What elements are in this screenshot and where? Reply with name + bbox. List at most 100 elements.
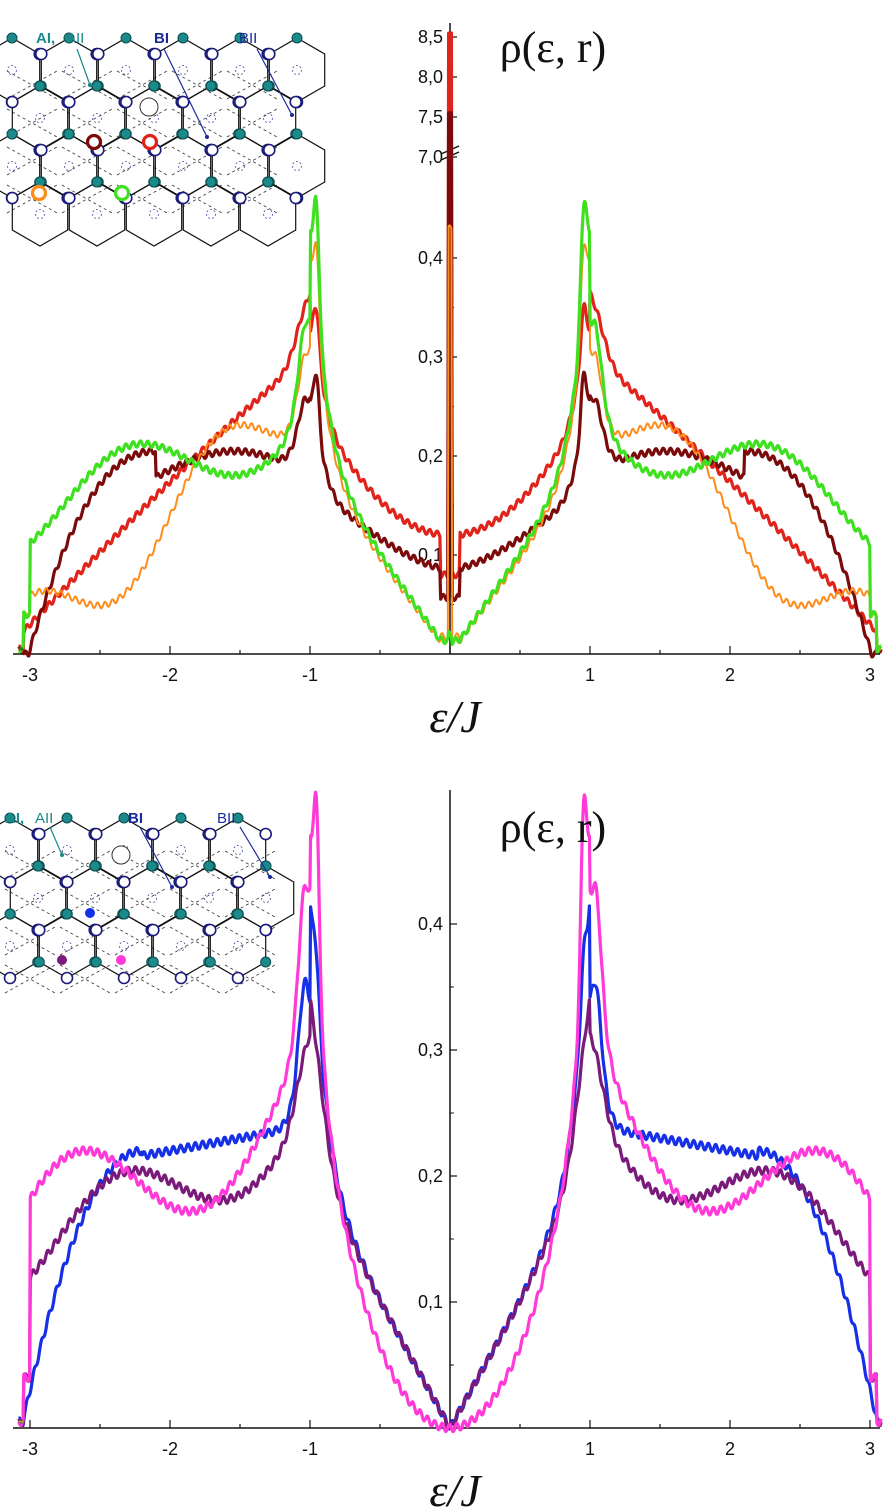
- lattice-hexagon: [182, 85, 240, 151]
- lattice-atom-a: [61, 812, 73, 824]
- lattice-atom-b: [203, 923, 217, 937]
- lattice-atom-dashed: [64, 161, 74, 171]
- lattice-atom-b: [205, 47, 219, 61]
- lattice-atom-dashed: [204, 893, 214, 903]
- lattice-hexagon: [180, 865, 238, 931]
- lattice-atom-a: [147, 956, 159, 968]
- vacancy-site: [139, 97, 159, 117]
- inset-label-aii: AII: [35, 810, 53, 827]
- lattice-atom-b: [205, 143, 219, 157]
- lattice-atom-dashed: [292, 161, 302, 171]
- x-tick-label: 3: [865, 1439, 875, 1459]
- lattice-hexagon: [237, 865, 295, 931]
- lattice-atom-dashed: [147, 893, 157, 903]
- lattice-atom-dashed: [62, 941, 72, 951]
- lattice-hexagon: [38, 913, 96, 979]
- lattice-atom-a: [146, 860, 158, 872]
- lattice-atom-a: [4, 812, 16, 824]
- x-tick-label: 1: [585, 1439, 595, 1459]
- lattice-inset: AI, AII BI BII: [0, 30, 326, 247]
- lattice-atom-dashed: [261, 893, 271, 903]
- x-tick-label: 1: [585, 665, 595, 685]
- y-tick-label: 0,3: [418, 1040, 443, 1060]
- lattice-hexagon: [268, 133, 326, 199]
- lattice-atom-a: [177, 128, 189, 140]
- lattice-atom-b: [203, 827, 217, 841]
- x-tick-label: -3: [22, 1439, 38, 1459]
- lattice-atom-b: [117, 875, 131, 889]
- lattice-atom-b: [146, 827, 160, 841]
- x-axis-label: ε/J: [429, 1465, 483, 1507]
- lattice-atom-b: [146, 923, 160, 937]
- lattice-atom-dashed: [119, 941, 129, 951]
- inset-arrow-head: [290, 113, 294, 117]
- inset-label-bi: BI: [128, 810, 143, 827]
- lattice-hexagon: [209, 817, 267, 883]
- lattice-atom-dashed: [7, 65, 17, 75]
- lattice-atom-dashed: [235, 161, 245, 171]
- y-axis-label: ρ(ε, r): [500, 23, 606, 72]
- lattice-atom-dashed: [263, 113, 273, 123]
- lattice-atom-a: [120, 128, 132, 140]
- y-tick-label-upper: 7,5: [418, 107, 443, 127]
- inset-arrow-head: [60, 853, 64, 857]
- lattice-atom-dashed: [90, 893, 100, 903]
- lattice-atom-a: [291, 32, 303, 44]
- lattice-hexagon: [38, 817, 96, 883]
- lattice-atom-dashed: [35, 113, 45, 123]
- x-tick-label: 3: [865, 665, 875, 685]
- lattice-atom-a: [232, 812, 244, 824]
- lattice-atom-a: [175, 908, 187, 920]
- x-tick-label: 2: [725, 1439, 735, 1459]
- lattice-atom-b: [5, 191, 19, 205]
- series-line: [17, 111, 883, 659]
- lattice-hexagon: [211, 37, 269, 103]
- lattice-atom-b: [259, 827, 273, 841]
- lattice-atom-b: [231, 875, 245, 889]
- lattice-atom-dashed: [33, 893, 43, 903]
- x-tick-label: -2: [162, 1439, 178, 1459]
- lattice-atom-a: [291, 128, 303, 140]
- lattice-hexagon: [239, 85, 297, 151]
- lattice-atom-dashed: [62, 845, 72, 855]
- lattice-atom-b: [89, 827, 103, 841]
- lattice-atom-b: [117, 971, 131, 985]
- y-tick-label: 0,2: [418, 1166, 443, 1186]
- lattice-atom-a: [175, 812, 187, 824]
- y-tick-label: 0,3: [418, 347, 443, 367]
- lattice-atom-dashed: [176, 845, 186, 855]
- series-line: [17, 224, 883, 653]
- lattice-atom-dashed: [178, 65, 188, 75]
- lattice-atom-dashed: [292, 65, 302, 75]
- lattice-atom-dashed: [178, 161, 188, 171]
- lattice-atom-a: [33, 956, 45, 968]
- y-tick-label-upper: 8,0: [418, 67, 443, 87]
- lattice-atom-a: [260, 956, 272, 968]
- highlighted-site: [30, 184, 48, 202]
- inset-arrow: [76, 48, 91, 86]
- lattice-atom-dashed: [35, 209, 45, 219]
- lattice-atom-b: [62, 95, 76, 109]
- lattice-atom-b: [91, 47, 105, 61]
- lattice-atom-b: [60, 875, 74, 889]
- lattice-atom-b: [176, 191, 190, 205]
- lattice-atom-a: [6, 32, 18, 44]
- lattice-hexagon: [152, 913, 210, 979]
- lattice-atom-a: [34, 80, 46, 92]
- lattice-atom-dashed: [233, 941, 243, 951]
- lattice-atom-a: [232, 908, 244, 920]
- lattice-atom-dashed: [121, 161, 131, 171]
- lattice-atom-dashed: [206, 209, 216, 219]
- lattice-atom-dashed: [5, 941, 15, 951]
- lattice-atom-dashed: [64, 65, 74, 75]
- chart-panel-top: -3 -2 -1 1 2 3 0,1 0,2 0,3 0,4 7,0 7,5 8,0 8,5 ε/J ρ(ε,…: [0, 23, 883, 742]
- highlighted-site: [141, 133, 159, 151]
- lattice-hexagon: [154, 133, 212, 199]
- lattice-atom-b: [259, 923, 273, 937]
- x-tick-label: -1: [302, 665, 318, 685]
- lattice-atom-b: [176, 95, 190, 109]
- lattice-inset: AI, AII BI BII: [0, 810, 295, 994]
- lattice-atom-a: [61, 908, 73, 920]
- lattice-atom-a: [148, 176, 160, 188]
